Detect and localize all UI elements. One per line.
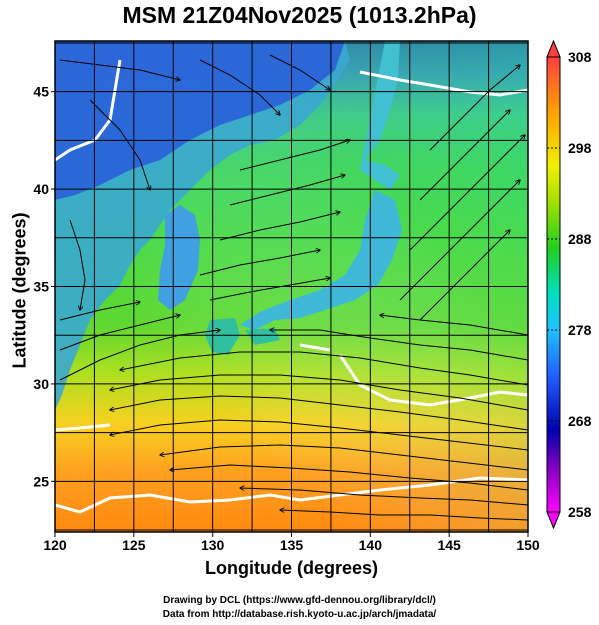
colorbar-tick-label: 298 [568,140,592,156]
credit-drawing: Drawing by DCL (https://www.gfd-dennou.o… [163,595,436,606]
map-field [55,41,528,532]
lat-tick-label: 35 [33,279,49,295]
lon-tick-label: 135 [280,537,304,553]
northern-cold-region [55,41,345,200]
lat-tick-label: 40 [33,181,49,197]
colorbar-min-arrow [546,511,561,530]
lon-tick-label: 125 [122,537,146,553]
honshu-island [240,190,402,330]
x-axis-label: Longitude (degrees) [204,558,378,578]
colorbar-tick-label: 268 [568,413,592,429]
credit-data-source: Data from http://database.rish.kyoto-u.a… [162,609,437,620]
map-title: MSM 21Z04Nov2025 (1013.2hPa) [122,2,477,28]
kyushu-shikoku [205,318,280,355]
map-grid [55,41,528,532]
lon-tick-label: 130 [201,537,225,553]
lat-tick-label: 30 [33,376,49,392]
colorbar-tick-label: 258 [568,504,592,520]
korean-peninsula [158,205,200,310]
y-axis-label: Latitude (degrees) [9,212,30,369]
colorbar: 308 298 288 278 268 258 [546,39,592,530]
lon-tick-label: 145 [437,537,461,553]
lon-tick-label: 120 [43,537,67,553]
wind-streamlines [59,54,528,521]
colorbar-tick-label: 278 [568,322,592,338]
lon-tick-label: 150 [516,537,540,553]
colorbar-tick-label: 308 [568,49,592,65]
lon-tick-label: 140 [359,537,383,553]
colorbar-max-arrow [546,39,561,58]
temperature-contours [55,59,528,514]
lat-tick-label: 25 [33,473,49,489]
colorbar-tick-label: 288 [568,231,592,247]
axis-ticks: 120 125 130 135 140 145 150 25 30 35 40 45 [33,84,539,553]
lat-tick-label: 45 [33,84,49,100]
